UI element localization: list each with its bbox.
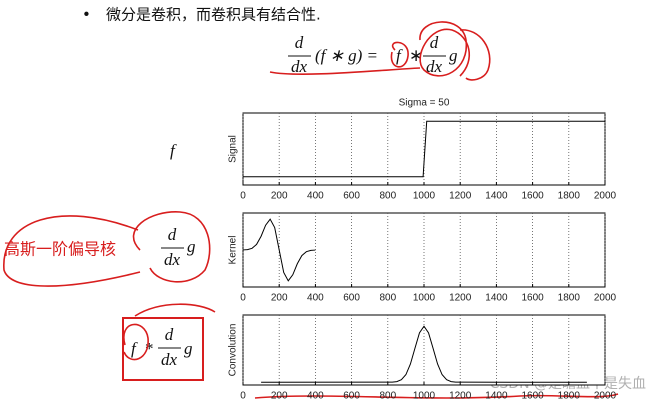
x-tick-label: 0 bbox=[240, 391, 246, 402]
chart-title: Sigma = 50 bbox=[399, 98, 450, 109]
formula-text: f bbox=[396, 46, 403, 65]
x-tick-label: 1000 bbox=[413, 293, 436, 304]
x-tick-label: 1400 bbox=[485, 293, 508, 304]
y-axis-label: Signal bbox=[228, 135, 239, 163]
formula-text: g bbox=[184, 339, 193, 358]
x-tick-label: 200 bbox=[271, 293, 288, 304]
x-tick-label: 1200 bbox=[449, 391, 472, 402]
signal-label: f bbox=[170, 141, 177, 160]
x-tick-label: 1800 bbox=[558, 391, 581, 402]
red-scribble bbox=[254, 393, 619, 399]
formula-text: (f ∗ g) = bbox=[315, 46, 378, 65]
x-tick-label: 1800 bbox=[558, 293, 581, 304]
x-tick-label: 1600 bbox=[521, 293, 544, 304]
y-axis-label: Convolution bbox=[228, 324, 239, 377]
x-tick-label: 1800 bbox=[558, 191, 581, 202]
red-scribble bbox=[419, 21, 470, 77]
x-tick-label: 1400 bbox=[485, 391, 508, 402]
x-tick-label: 1200 bbox=[449, 293, 472, 304]
red-scribble bbox=[123, 323, 149, 361]
x-tick-label: 600 bbox=[343, 293, 360, 304]
x-tick-label: 2000 bbox=[594, 293, 617, 304]
x-tick-label: 600 bbox=[343, 191, 360, 202]
formula-text: g bbox=[449, 46, 458, 65]
red-box bbox=[122, 317, 204, 381]
frac-num: d bbox=[165, 325, 174, 344]
x-tick-label: 1600 bbox=[521, 391, 544, 402]
data-line bbox=[243, 120, 605, 178]
kernel-note: 高斯一阶偏导核 bbox=[4, 240, 116, 259]
red-scribble bbox=[269, 41, 421, 75]
red-scribble bbox=[134, 303, 216, 317]
red-scribble bbox=[3, 211, 211, 287]
x-tick-label: 800 bbox=[379, 293, 396, 304]
x-tick-label: 1600 bbox=[521, 191, 544, 202]
x-tick-label: 400 bbox=[307, 391, 324, 402]
x-tick-label: 400 bbox=[307, 293, 324, 304]
formula-text: * bbox=[145, 339, 154, 358]
data-line bbox=[242, 218, 316, 282]
x-tick-label: 0 bbox=[240, 293, 246, 304]
x-tick-label: 1000 bbox=[413, 191, 436, 202]
bullet-dot: • bbox=[82, 6, 91, 24]
x-tick-label: 200 bbox=[271, 191, 288, 202]
frac-den: dx bbox=[291, 57, 308, 76]
bullet-text: 微分是卷积，而卷积具有结合性. bbox=[106, 6, 321, 24]
frac-num: d bbox=[430, 33, 439, 52]
x-tick-label: 200 bbox=[271, 391, 288, 402]
x-tick-label: 1200 bbox=[449, 191, 472, 202]
x-tick-label: 1400 bbox=[485, 191, 508, 202]
x-tick-label: 2000 bbox=[594, 391, 617, 402]
x-tick-label: 2000 bbox=[594, 191, 617, 202]
data-line bbox=[261, 325, 587, 383]
frac-den: dx bbox=[164, 250, 181, 269]
x-tick-label: 600 bbox=[343, 391, 360, 402]
formula-text: f bbox=[131, 339, 138, 358]
frac-num: d bbox=[168, 225, 177, 244]
x-tick-label: 800 bbox=[379, 391, 396, 402]
x-tick-label: 0 bbox=[240, 191, 246, 202]
frac-den: dx bbox=[426, 57, 443, 76]
red-scribble bbox=[459, 29, 491, 81]
frac-num: d bbox=[295, 33, 304, 52]
formula-text: g bbox=[187, 237, 196, 256]
y-axis-label: Kernel bbox=[228, 236, 239, 265]
x-tick-label: 800 bbox=[379, 191, 396, 202]
frac-den: dx bbox=[161, 350, 178, 369]
x-tick-label: 1000 bbox=[413, 391, 436, 402]
x-tick-label: 400 bbox=[307, 191, 324, 202]
